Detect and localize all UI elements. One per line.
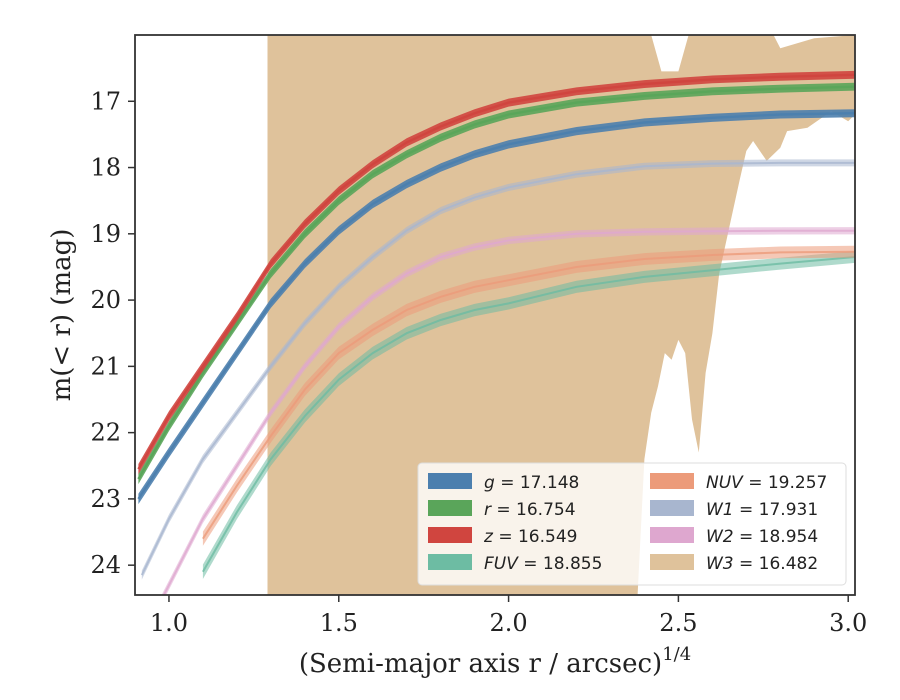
x-axis: 1.0 1.5 2.0 2.5 3.0 (150, 595, 867, 637)
legend-label-w2: W2 = 18.954 (706, 527, 818, 547)
plot-frame (134, 34, 856, 596)
y-tick-label: 20 (90, 286, 121, 314)
y-axis-label: m(< r) (mag) (47, 229, 77, 402)
series-line-w2 (162, 229, 855, 595)
legend-label-w1: W1 = 17.931 (706, 500, 818, 520)
series-layer (137, 70, 855, 595)
y-tick-label: 19 (90, 220, 121, 248)
series-line-g (137, 112, 855, 500)
legend-box (417, 462, 847, 586)
legend-swatch-fuv (428, 554, 472, 570)
legend-swatch-nuv (650, 473, 694, 489)
y-tick-label: 17 (90, 87, 121, 115)
x-tick-label: 1.5 (320, 609, 358, 637)
x-tick-label: 2.0 (489, 609, 527, 637)
y-tick-label: 21 (90, 352, 121, 380)
series-line-fuv (202, 256, 855, 573)
y-tick-label: 24 (90, 551, 121, 579)
series-line-w1 (140, 161, 855, 576)
series-line-z (137, 73, 855, 470)
y-tick-label: 18 (90, 154, 121, 182)
y-tick-label: 22 (90, 419, 121, 447)
w3-band (267, 35, 855, 595)
legend-swatch-z (428, 527, 472, 543)
series-line-r (137, 85, 855, 480)
legend-swatch-w2 (650, 527, 694, 543)
legend-label-z: z = 16.549 (483, 527, 577, 547)
y-tick-label: 23 (90, 485, 121, 513)
x-tick-label: 1.0 (150, 609, 188, 637)
x-tick-label: 2.5 (659, 609, 697, 637)
w3-uncertainty-band (267, 35, 855, 595)
legend-swatch-g (428, 473, 472, 489)
series-line-nuv (202, 250, 855, 540)
legend-swatch-w3 (650, 554, 694, 570)
y-axis: 17 18 19 20 21 22 23 24 (90, 87, 135, 579)
x-tick-label: 3.0 (829, 609, 867, 637)
legend-label-r: r = 16.754 (484, 500, 576, 520)
legend-swatch-w1 (650, 500, 694, 516)
x-axis-label: (Semi-major axis r / arcsec)1/4 (299, 644, 691, 679)
legend-label-w3: W3 = 16.482 (706, 554, 818, 574)
legend-label-g: g = 17.148 (484, 473, 579, 493)
legend-swatch-r (428, 500, 472, 516)
legend-label-fuv: FUV = 18.855 (484, 554, 602, 574)
legend-label-nuv: NUV = 19.257 (706, 473, 827, 493)
x-axis-label-exponent: 1/4 (662, 644, 691, 665)
legend: g = 17.148 r = 16.754 z = 16.549 FUV = 18.8… (417, 462, 847, 586)
plot-area (137, 35, 855, 595)
